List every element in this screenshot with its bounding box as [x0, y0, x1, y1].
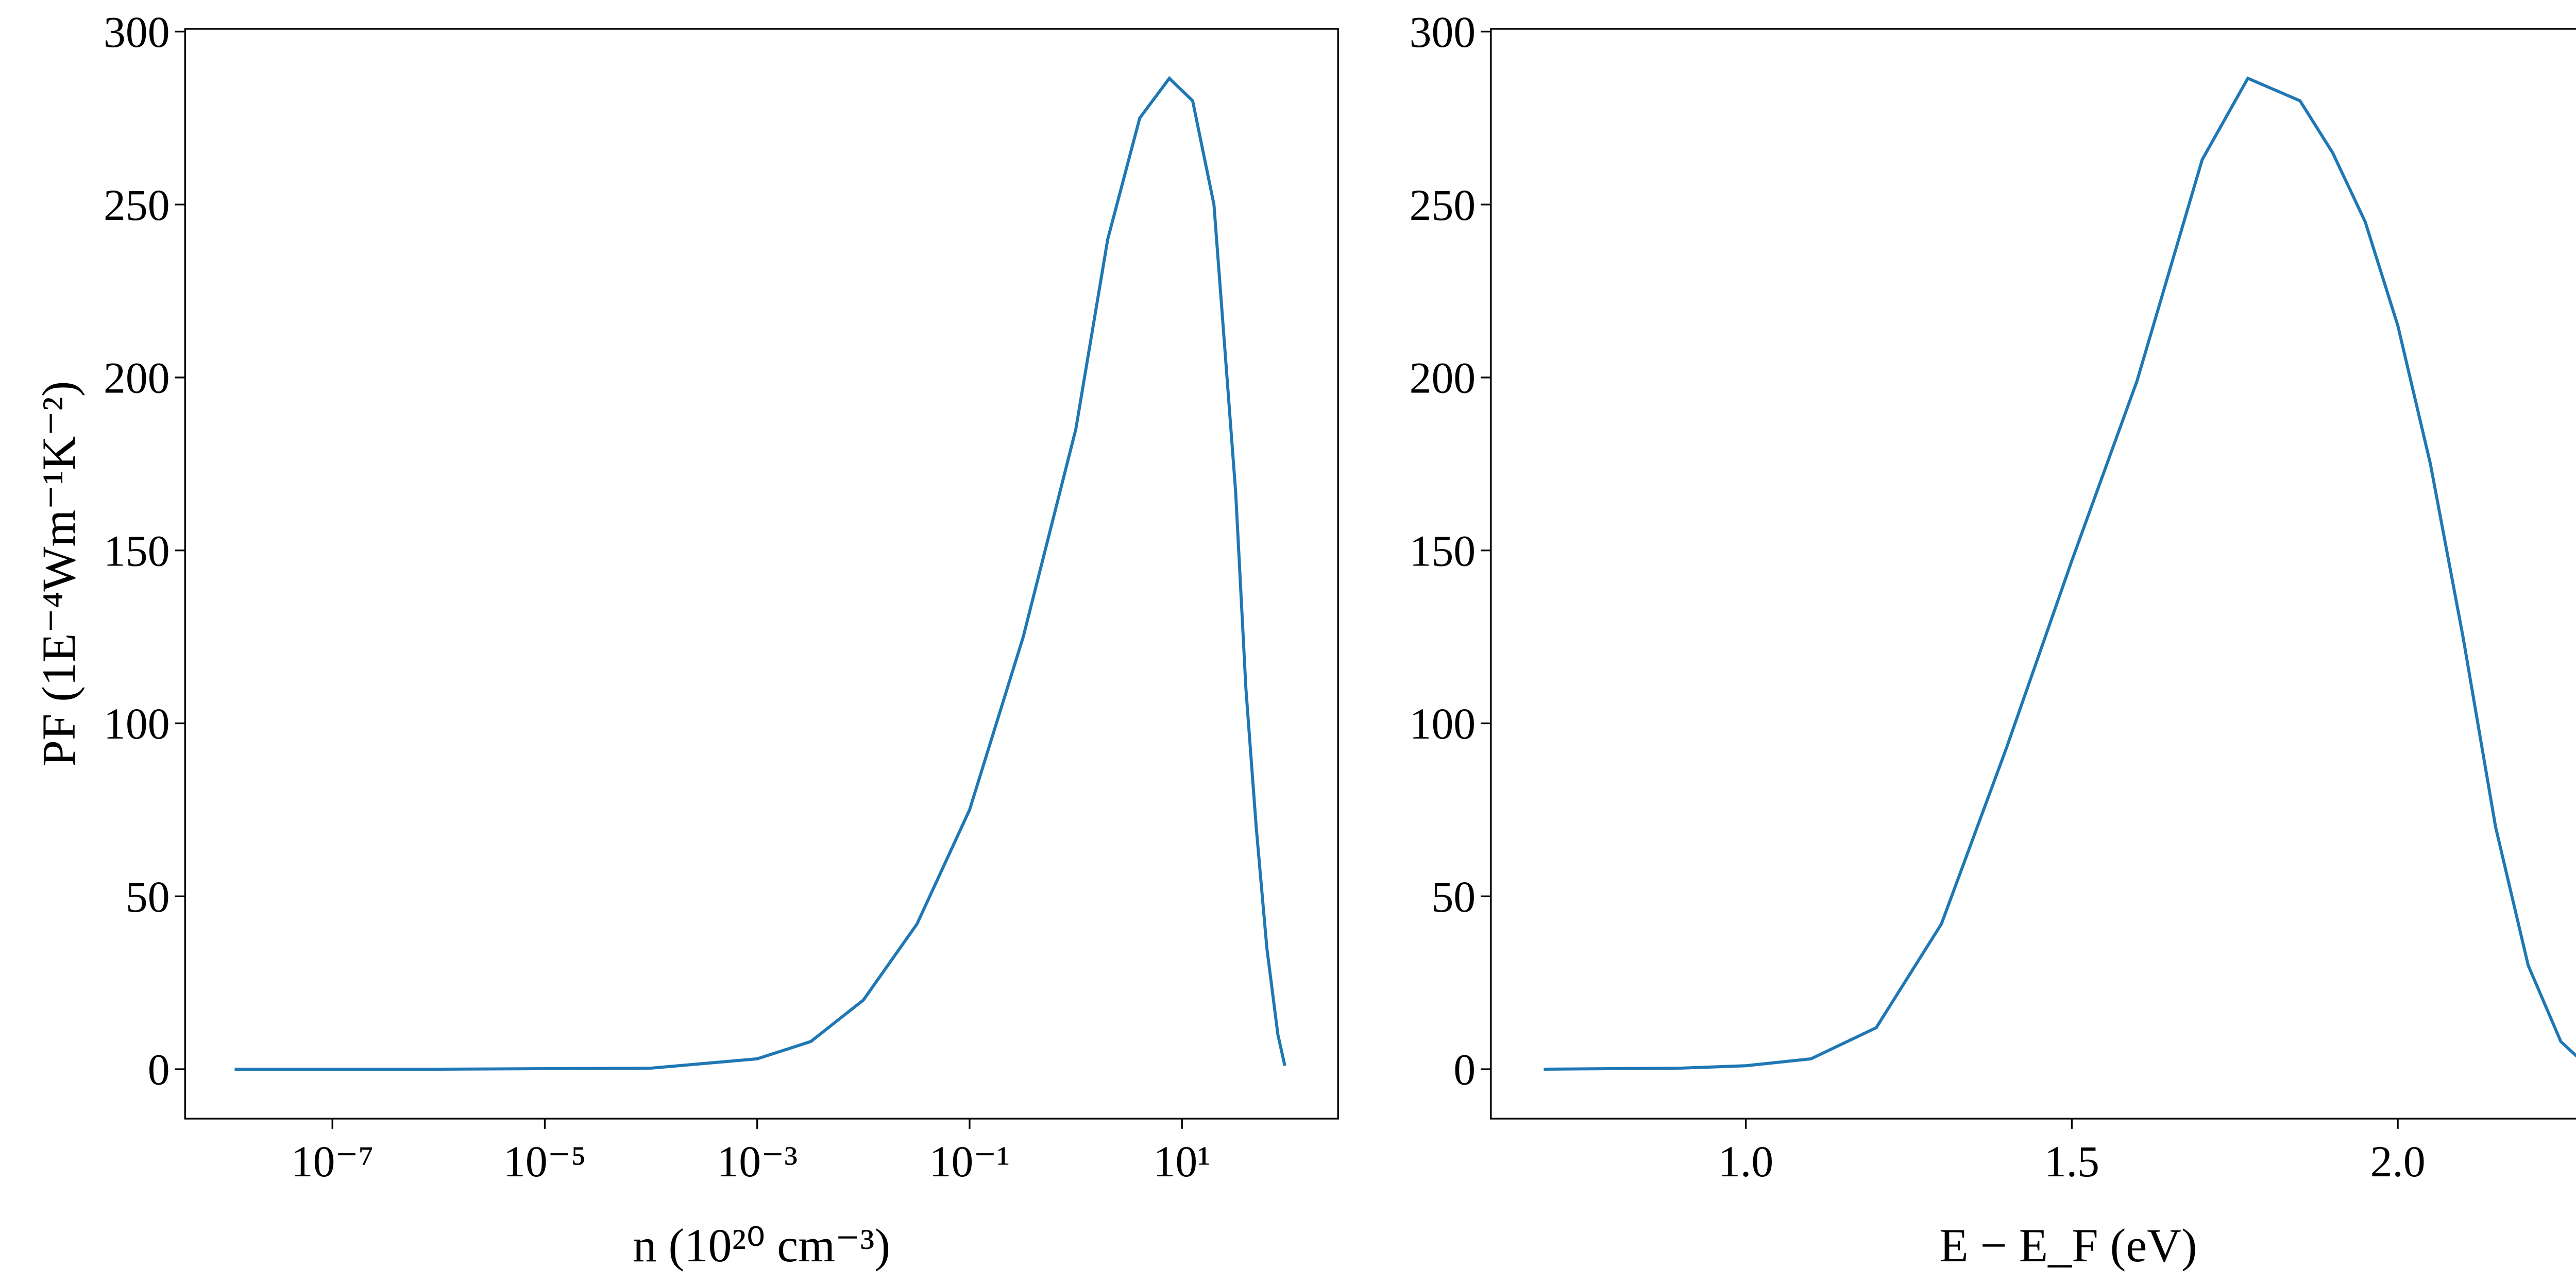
y-tick-label: 50 — [1431, 872, 1476, 921]
y-tick-label: 300 — [1410, 8, 1476, 57]
y-tick-label: 0 — [1453, 1046, 1476, 1094]
x-axis-label: E − E_F (eV) — [1939, 1219, 2197, 1272]
y-tick-label: 100 — [104, 699, 170, 748]
y-tick-label: 50 — [126, 872, 170, 921]
y-axis-label: PF (1E⁻⁴Wm⁻¹K⁻²) — [32, 381, 85, 767]
y-tick-label: 100 — [1410, 699, 1476, 748]
data-line — [1544, 76, 2576, 1071]
x-tick-label: 10⁻³ — [717, 1137, 798, 1186]
y-tick-label: 150 — [1410, 526, 1476, 575]
y-tick-label: 250 — [1410, 181, 1476, 230]
y-tick-label: 0 — [148, 1046, 170, 1094]
x-tick-label: 10⁻¹ — [929, 1137, 1010, 1186]
x-axis-label: n (10²⁰ cm⁻³) — [633, 1219, 890, 1272]
y-tick-label: 200 — [104, 354, 170, 403]
axes-frame — [1490, 28, 2576, 1120]
data-line — [234, 76, 1286, 1071]
x-tick-label: 1.0 — [1718, 1137, 1773, 1186]
x-tick-label: 2.0 — [2370, 1137, 2426, 1186]
x-tick-label: 10⁻⁵ — [503, 1137, 586, 1186]
y-tick-label: 150 — [104, 526, 170, 575]
y-tick-label: 250 — [104, 181, 170, 230]
x-tick-label: 10⁻⁷ — [291, 1137, 374, 1186]
y-tick-label: 300 — [104, 8, 170, 57]
x-tick-label: 10¹ — [1154, 1137, 1211, 1186]
y-tick-label: 200 — [1410, 354, 1476, 403]
x-tick-label: 1.5 — [2044, 1137, 2099, 1186]
axes-frame — [184, 28, 1339, 1120]
